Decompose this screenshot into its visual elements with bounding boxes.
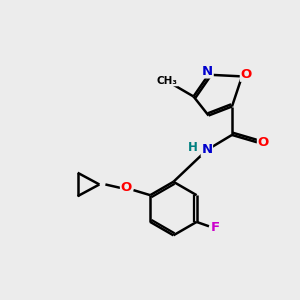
Text: CH₃: CH₃ — [157, 76, 178, 86]
Text: H: H — [188, 141, 198, 154]
Text: O: O — [121, 181, 132, 194]
Text: F: F — [210, 221, 220, 235]
Text: N: N — [201, 143, 212, 157]
Text: O: O — [240, 68, 252, 81]
Text: O: O — [257, 136, 269, 149]
Text: N: N — [202, 65, 213, 78]
